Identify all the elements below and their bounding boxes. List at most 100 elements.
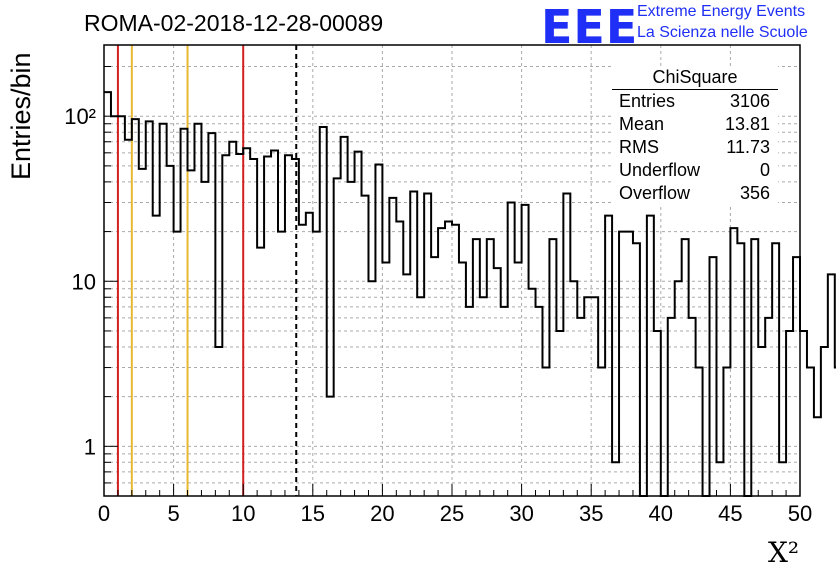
stats-row: Mean 13.81 bbox=[612, 113, 778, 136]
histogram-bin bbox=[417, 297, 424, 496]
stats-label: Overflow bbox=[619, 183, 691, 203]
histogram-bin bbox=[654, 331, 661, 496]
histogram-bin bbox=[647, 216, 654, 496]
histogram-bin bbox=[320, 127, 327, 496]
histogram-bin bbox=[368, 281, 375, 496]
histogram-bin bbox=[529, 289, 536, 496]
histogram-bin bbox=[758, 347, 765, 496]
histogram-bin bbox=[549, 239, 556, 496]
histogram-bin bbox=[452, 225, 459, 496]
stats-value: 0 bbox=[759, 160, 770, 180]
histogram-bin bbox=[563, 194, 570, 496]
histogram-bin bbox=[584, 297, 591, 496]
x-tick-label: 35 bbox=[579, 501, 603, 526]
histogram-bin bbox=[570, 281, 577, 496]
histogram-bin bbox=[229, 142, 236, 496]
stats-row: Overflow 356 bbox=[612, 182, 778, 205]
stats-value: 356 bbox=[739, 183, 770, 203]
histogram-bin bbox=[473, 239, 480, 496]
histogram-bin bbox=[188, 170, 195, 496]
stats-row: RMS 11.73 bbox=[612, 136, 778, 159]
histogram-bin bbox=[327, 397, 334, 496]
histogram-bin bbox=[577, 318, 584, 496]
histogram-bin bbox=[779, 462, 786, 496]
histogram-bin bbox=[348, 182, 355, 496]
histogram-bin bbox=[271, 150, 278, 496]
histogram-bin bbox=[487, 239, 494, 496]
stats-label: Underflow bbox=[619, 160, 701, 180]
histogram-bin bbox=[139, 169, 146, 496]
histogram-bin bbox=[403, 274, 410, 496]
threshold-markers bbox=[116, 45, 298, 496]
histogram-bin bbox=[515, 262, 522, 496]
histogram-bin bbox=[522, 205, 529, 496]
histogram-bin bbox=[362, 196, 369, 496]
x-tick-label: 15 bbox=[301, 501, 325, 526]
histogram-bin bbox=[146, 121, 153, 496]
histogram-bin bbox=[626, 232, 633, 496]
stats-label: RMS bbox=[619, 137, 659, 157]
stats-label: Entries bbox=[619, 91, 676, 111]
histogram-bin bbox=[431, 257, 438, 496]
histogram-bin bbox=[208, 133, 215, 496]
axis-ticks: 0 5 10 15 20 25 30 35 40 45 50 1 10 10² bbox=[64, 66, 812, 526]
histogram-bin bbox=[494, 268, 501, 496]
histogram-bin bbox=[410, 191, 417, 496]
histogram-bin bbox=[800, 331, 807, 496]
histogram-bin bbox=[675, 281, 682, 496]
histogram-bin bbox=[591, 297, 598, 496]
histogram-bin bbox=[257, 248, 264, 496]
histogram-bin bbox=[389, 198, 396, 496]
histogram-bin bbox=[299, 225, 306, 496]
x-tick-label: 50 bbox=[788, 501, 812, 526]
histogram-bin bbox=[598, 368, 605, 496]
histogram-bin bbox=[716, 462, 723, 496]
y-axis-label: Entries/bin bbox=[6, 52, 36, 180]
stats-row: Underflow 0 bbox=[612, 159, 778, 182]
histogram-bin bbox=[132, 119, 139, 496]
histogram-bin bbox=[793, 257, 800, 496]
histogram-bin bbox=[396, 222, 403, 496]
histogram-bin bbox=[194, 124, 201, 496]
histogram-bin bbox=[459, 262, 466, 496]
x-tick-label: 10 bbox=[231, 501, 255, 526]
stats-value: 13.81 bbox=[724, 114, 770, 134]
histogram-bin bbox=[355, 152, 362, 496]
histogram-bin bbox=[786, 331, 793, 496]
histogram-bin bbox=[118, 116, 125, 496]
x-tick-label: 40 bbox=[649, 501, 673, 526]
histogram-bin bbox=[605, 216, 612, 496]
histogram-bin bbox=[222, 155, 229, 496]
histogram-bin bbox=[556, 331, 563, 496]
histogram-outline bbox=[104, 91, 836, 497]
x-tick-label: 45 bbox=[718, 501, 742, 526]
histogram-bin bbox=[306, 213, 313, 496]
histogram-bin bbox=[710, 257, 717, 496]
histogram-bin bbox=[542, 368, 549, 496]
y-tick-label: 10² bbox=[64, 104, 96, 129]
x-axis-label: X² bbox=[768, 536, 800, 569]
stats-value: 3106 bbox=[729, 91, 770, 111]
histogram-bin bbox=[633, 243, 640, 496]
histogram-bin bbox=[264, 156, 271, 496]
histogram-bin bbox=[201, 182, 208, 496]
histogram-bin bbox=[285, 155, 292, 496]
histogram-bin bbox=[737, 243, 744, 496]
histogram-bin bbox=[341, 137, 348, 496]
histogram-bin bbox=[696, 368, 703, 496]
histogram-bin bbox=[111, 116, 118, 496]
x-tick-label: 25 bbox=[440, 501, 464, 526]
histogram-bin bbox=[334, 178, 341, 496]
x-tick-label: 5 bbox=[167, 501, 179, 526]
histogram-bin bbox=[250, 159, 257, 496]
histogram-bin bbox=[619, 232, 626, 496]
histogram-bin bbox=[236, 154, 243, 496]
histogram-bin bbox=[278, 232, 285, 496]
histogram-bin bbox=[668, 318, 675, 496]
histogram-bin bbox=[445, 222, 452, 496]
histogram-bin bbox=[313, 232, 320, 496]
histogram-bin bbox=[167, 166, 174, 496]
x-tick-label: 0 bbox=[98, 501, 110, 526]
eee-logo-line2: La Scienza nelle Scuole bbox=[637, 24, 808, 41]
histogram-bin bbox=[480, 297, 487, 496]
